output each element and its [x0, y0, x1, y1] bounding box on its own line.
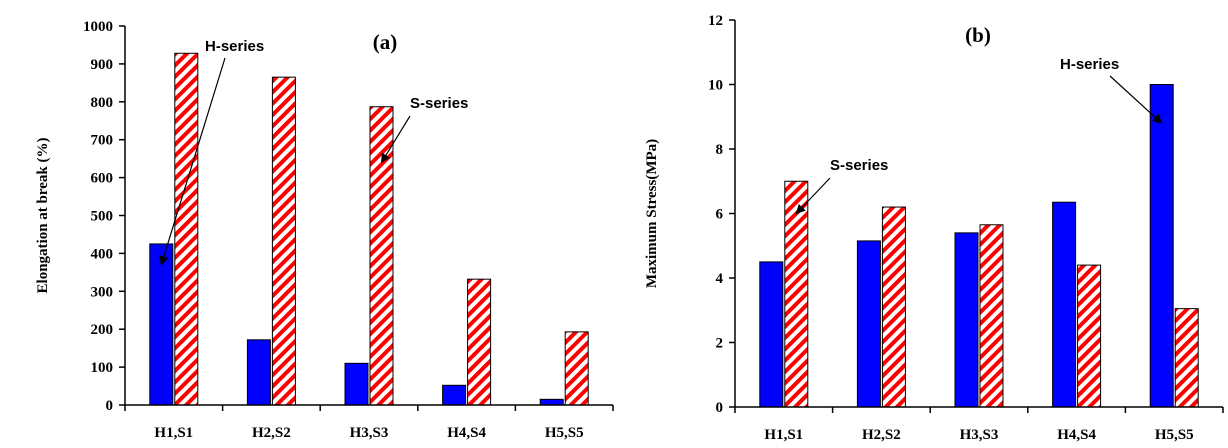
- y-tick-label: 6: [716, 207, 724, 223]
- panel-title: (a): [373, 30, 398, 54]
- y-tick-label: 500: [91, 209, 114, 225]
- x-category-label: H4,S4: [1057, 427, 1096, 443]
- x-category-label: H4,S4: [447, 425, 486, 441]
- y-tick-label: 8: [716, 142, 724, 158]
- y-axis-label: Elongation at break (%): [35, 138, 51, 294]
- bar-h-series-3: [344, 362, 369, 406]
- chart-panel-a: 0 100 200 300 400 500 600 700 800 900 1000 H1,S1 H2,…: [35, 19, 614, 441]
- x-category-label: H5,S5: [545, 425, 584, 441]
- y-tick-label: 0: [106, 398, 114, 414]
- y-tick-label: 600: [91, 171, 114, 187]
- bar-s-series-3: [369, 106, 394, 406]
- bar-s-series-2: [881, 206, 906, 408]
- bar-h-series-3: [954, 232, 979, 408]
- bar-s-series-1: [174, 52, 199, 406]
- bar-s-series-5: [1174, 308, 1199, 408]
- bar-h-series-1: [149, 243, 174, 406]
- y-tick-label: 2: [716, 336, 724, 352]
- panel-title: (b): [965, 23, 991, 47]
- annotation-label: S-series: [410, 95, 468, 112]
- bar-s-series-1: [784, 180, 809, 408]
- bar-h-series-2: [856, 240, 881, 408]
- bar-s-series-4: [467, 278, 492, 406]
- x-category-label: H5,S5: [1155, 427, 1194, 443]
- annotation-arrow: [1109, 75, 1163, 124]
- annotation-arrow: [380, 115, 411, 164]
- bar-h-series-2: [246, 339, 271, 406]
- y-tick-label: 200: [91, 322, 114, 338]
- y-tick-label: 12: [708, 13, 723, 29]
- y-tick-label: 400: [91, 246, 114, 262]
- annotation-arrow: [795, 177, 831, 215]
- bar-h-series-5: [539, 398, 564, 406]
- bar-h-series-5: [1149, 84, 1174, 408]
- y-tick-label: 700: [91, 133, 114, 149]
- y-tick-label: 100: [91, 360, 114, 376]
- bar-s-series-3: [979, 224, 1004, 408]
- annotation-arrow: [159, 57, 226, 266]
- annotation-label: S-series: [830, 157, 888, 174]
- annotation-label: H-series: [205, 38, 264, 55]
- x-category-label: H1,S1: [764, 427, 803, 443]
- y-tick-label: 10: [708, 78, 723, 94]
- x-category-label: H2,S2: [862, 427, 901, 443]
- y-tick-label: 4: [716, 271, 724, 287]
- bar-s-series-4: [1077, 264, 1102, 408]
- bar-h-series-4: [1052, 201, 1077, 408]
- y-tick-label: 800: [91, 95, 114, 111]
- chart-panel-b: 0 2 4 6 8 10 12 H1,S1 H2,S2 H3,S3 H4,S4 H5,S5 Maximu…: [644, 13, 1224, 443]
- x-category-label: H3,S3: [350, 425, 389, 441]
- bar-s-series-5: [564, 331, 589, 406]
- annotation-label: H-series: [1060, 56, 1119, 73]
- y-tick-label: 0: [716, 400, 724, 416]
- bar-s-series-2: [271, 76, 296, 406]
- x-category-label: H1,S1: [154, 425, 193, 441]
- y-tick-label: 1000: [83, 19, 113, 35]
- bar-h-series-4: [442, 384, 467, 406]
- y-tick-label: 300: [91, 284, 114, 300]
- y-axis-label: Maximum Stress(MPa): [644, 139, 660, 288]
- x-category-label: H2,S2: [252, 425, 291, 441]
- x-category-label: H3,S3: [960, 427, 999, 443]
- bar-h-series-1: [759, 261, 784, 408]
- y-tick-label: 900: [91, 57, 114, 73]
